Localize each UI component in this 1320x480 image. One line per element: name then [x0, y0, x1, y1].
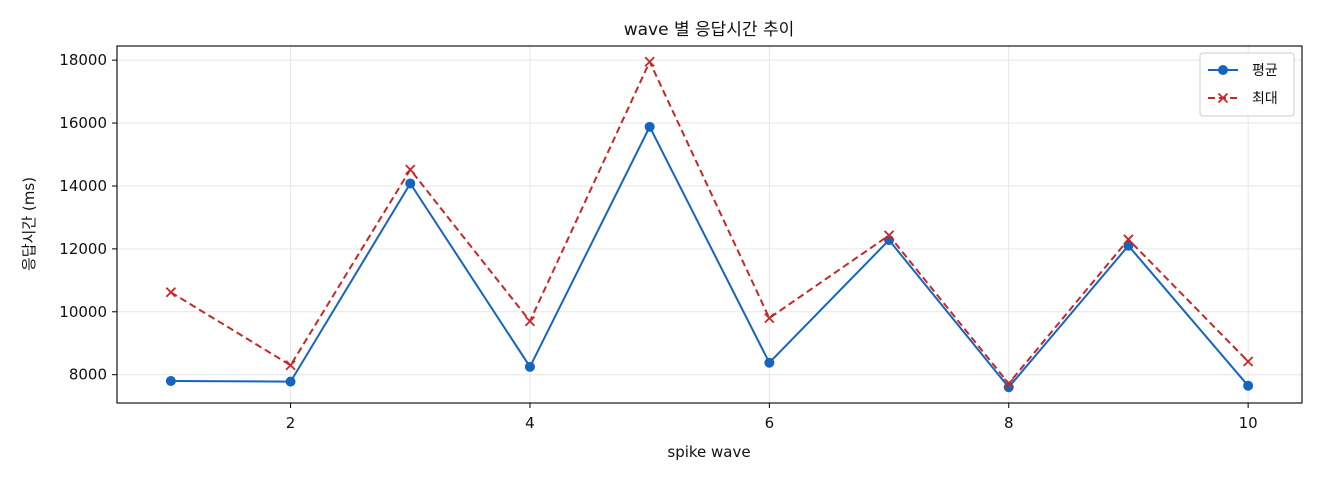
- legend-box: [1199, 52, 1295, 117]
- series-line: [170, 60, 1249, 385]
- legend-item: 평균: [1208, 63, 1278, 79]
- data-point: [1003, 378, 1014, 389]
- x-tick-label: 4: [525, 414, 535, 432]
- plot-frame: [116, 45, 1303, 404]
- data-point: [1243, 380, 1254, 391]
- y-tick-label: 18000: [59, 51, 107, 69]
- data-point: [285, 360, 296, 371]
- x-tick-label: 10: [1239, 414, 1258, 432]
- data-point: [883, 230, 895, 241]
- data-point: [764, 312, 775, 324]
- data-point: [644, 121, 655, 132]
- grid: [117, 46, 1302, 403]
- chart-title: wave 별 응답시간 추이: [624, 20, 795, 40]
- y-axis: 8000 10000 12000 14000 16000 18000: [59, 51, 117, 384]
- data-point: [165, 287, 177, 298]
- x-tick-label: 8: [1004, 414, 1014, 432]
- data-point: [764, 357, 775, 368]
- series-2: [165, 56, 1254, 389]
- data-point: [165, 375, 176, 386]
- y-tick-label: 14000: [59, 177, 107, 195]
- series-layer: [165, 56, 1254, 393]
- data-point: [405, 178, 416, 189]
- y-tick-label: 8000: [69, 366, 107, 384]
- data-point: [524, 361, 535, 372]
- data-point: [285, 376, 296, 387]
- legend-item: 최대: [1208, 91, 1278, 107]
- data-point: [644, 56, 655, 67]
- y-axis-label: 응답시간 (ms): [20, 177, 38, 271]
- x-axis: 2 4 6 8 10: [286, 403, 1258, 432]
- y-tick-label: 12000: [59, 240, 107, 258]
- x-tick-label: 6: [765, 414, 775, 432]
- legend-label: 최대: [1252, 91, 1278, 107]
- legend-marker: [1217, 92, 1229, 104]
- data-point: [1123, 234, 1134, 245]
- legend-label: 평균: [1252, 63, 1278, 79]
- y-tick-label: 10000: [59, 303, 107, 321]
- data-point: [1243, 356, 1254, 367]
- series-line: [170, 125, 1249, 389]
- data-point: [405, 164, 416, 175]
- x-axis-label: spike wave: [667, 443, 750, 461]
- y-tick-label: 16000: [59, 114, 107, 132]
- x-tick-label: 2: [286, 414, 296, 432]
- legend-marker: [1218, 65, 1228, 75]
- data-point: [524, 316, 536, 327]
